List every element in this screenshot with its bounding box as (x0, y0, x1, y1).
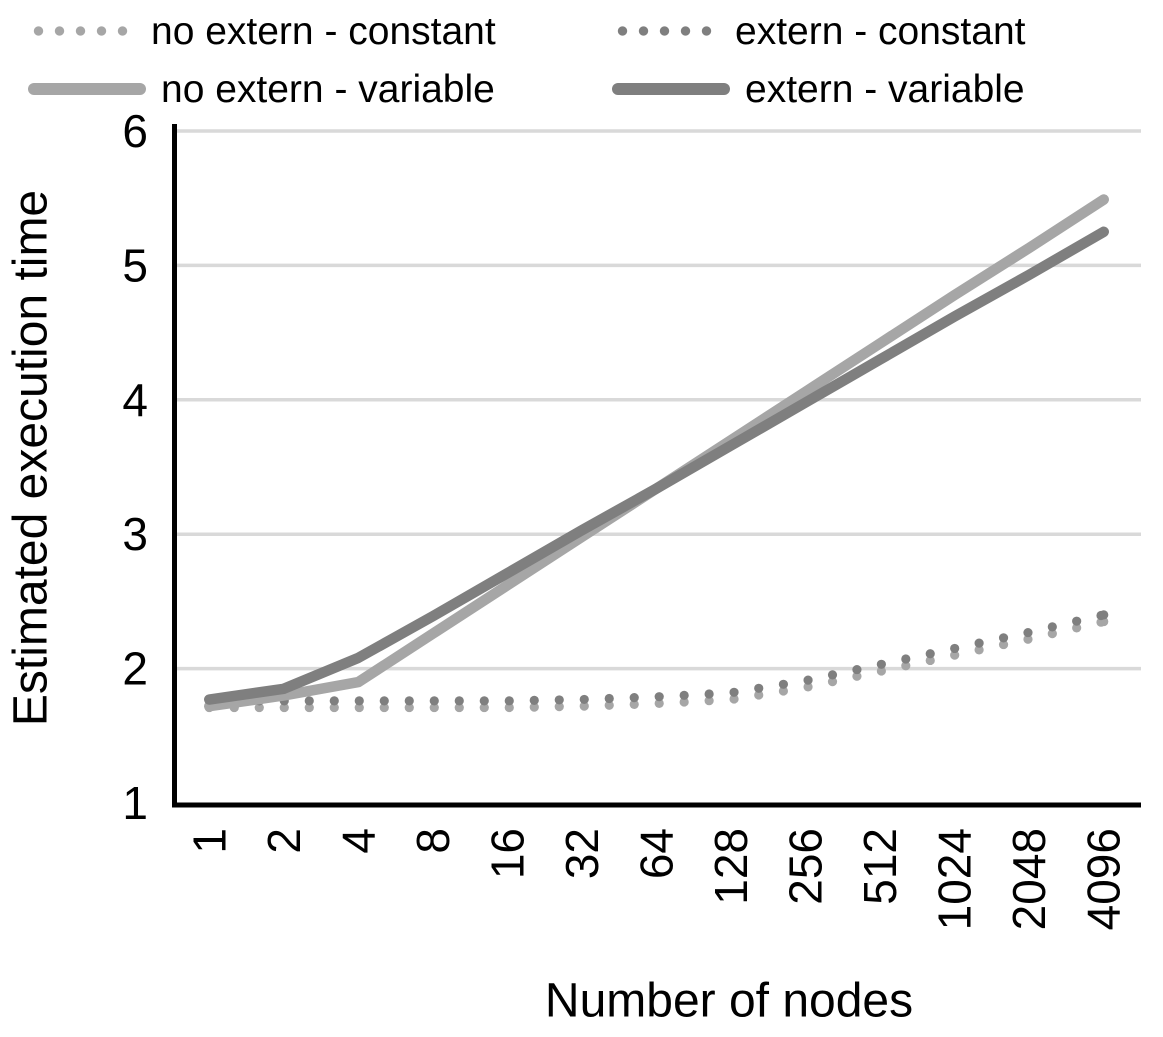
legend-marker-no-extern-variable (28, 83, 146, 95)
svg-text:16: 16 (481, 828, 533, 879)
svg-text:8: 8 (407, 828, 459, 854)
svg-text:128: 128 (705, 828, 757, 905)
svg-text:256: 256 (780, 828, 832, 905)
legend-label-no-extern-variable: no extern - variable (161, 67, 495, 111)
y-axis-title: Estimated execution time (4, 189, 58, 727)
svg-text:4096: 4096 (1078, 828, 1130, 930)
svg-text:1: 1 (122, 777, 148, 829)
x-axis-title: Number of nodes (544, 974, 914, 1028)
svg-text:4: 4 (332, 828, 384, 854)
legend-item-no-extern-variable: no extern - variable (28, 66, 495, 112)
legend-label-extern-variable: extern - variable (745, 67, 1025, 111)
legend-item-no-extern-constant: no extern - constant (28, 8, 496, 54)
legend-item-extern-variable: extern - variable (612, 66, 1025, 112)
svg-text:5: 5 (122, 239, 148, 291)
legend-marker-extern-constant (612, 25, 720, 37)
svg-text:1024: 1024 (929, 828, 981, 930)
svg-text:4: 4 (122, 374, 148, 426)
svg-text:2: 2 (258, 828, 310, 854)
legend-item-extern-constant: extern - constant (612, 8, 1025, 54)
svg-text:64: 64 (631, 828, 683, 879)
svg-text:1: 1 (183, 828, 235, 854)
legend-marker-extern-variable (612, 83, 730, 95)
svg-text:6: 6 (122, 105, 148, 157)
legend-marker-no-extern-constant (28, 25, 136, 37)
svg-text:512: 512 (854, 828, 906, 905)
svg-text:2: 2 (122, 643, 148, 695)
svg-text:2048: 2048 (1003, 828, 1055, 930)
legend-label-no-extern-constant: no extern - constant (151, 9, 496, 53)
svg-text:32: 32 (556, 828, 608, 879)
svg-text:3: 3 (122, 508, 148, 560)
legend-label-extern-constant: extern - constant (735, 9, 1026, 53)
